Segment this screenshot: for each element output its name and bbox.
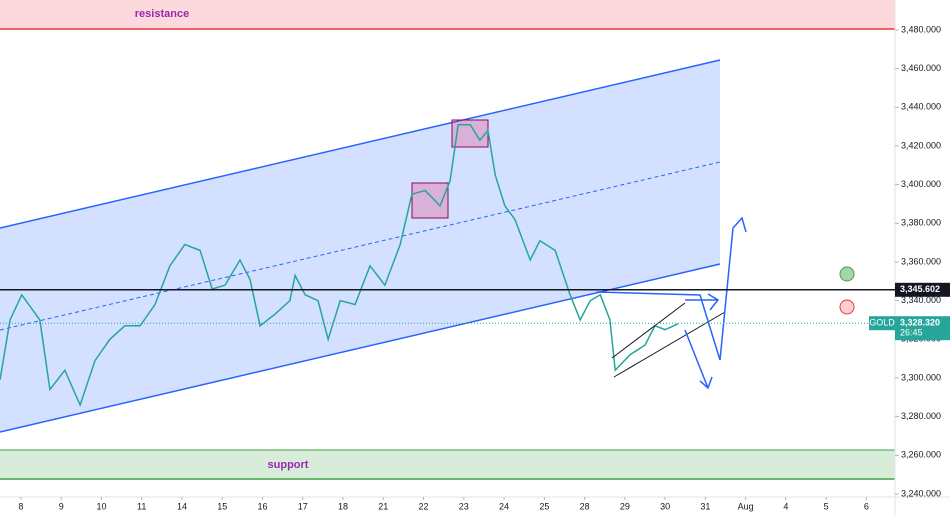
y-tick-label: 3,240.000 <box>901 488 941 498</box>
resistance-zone <box>0 0 895 29</box>
marker-red <box>839 299 855 315</box>
x-tick-label: 18 <box>338 501 348 511</box>
arrow-down <box>684 329 713 390</box>
symbol-tag <box>869 316 895 331</box>
y-tick-label: 3,260.000 <box>901 450 941 460</box>
support-zone <box>0 450 895 479</box>
x-tick-label: 8 <box>18 501 23 511</box>
level-tag <box>895 282 950 297</box>
x-tick-label: 15 <box>217 501 227 511</box>
symbol-label: GOLD <box>869 318 895 328</box>
x-tick-label: 17 <box>298 501 308 511</box>
y-tick-label: 3,280.000 <box>901 411 941 421</box>
y-tick-label: 3,380.000 <box>901 218 941 228</box>
x-tick-label: 23 <box>459 501 469 511</box>
channel-mid <box>0 161 721 331</box>
x-tick-label: 30 <box>660 501 670 511</box>
x-tick-label: 10 <box>96 501 106 511</box>
x-tick-label: 4 <box>783 501 788 511</box>
resistance-label: resistance <box>135 8 189 20</box>
x-tick-label: Aug <box>738 501 754 511</box>
wedge-upper <box>611 302 686 359</box>
y-tick-label: 3,300.000 <box>901 372 941 382</box>
x-tick-label: 14 <box>177 501 187 511</box>
channel-upper <box>0 59 721 229</box>
y-tick-label: 3,480.000 <box>901 24 941 34</box>
x-tick-label: 11 <box>137 501 146 511</box>
x-tick-label: 21 <box>378 501 388 511</box>
x-tick-label: 24 <box>499 501 509 511</box>
price-line <box>0 123 679 408</box>
countdown: 26:45 <box>900 328 923 338</box>
arrows <box>596 216 747 390</box>
x-tick-label: 16 <box>257 501 267 511</box>
last-price-label: 3,328.320 <box>900 318 940 328</box>
level-label: 3,345.602 <box>900 284 940 294</box>
y-tick-label: 3,420.000 <box>901 140 941 150</box>
y-tick-label: 3,400.000 <box>901 179 941 189</box>
y-tick-label: 3,340.000 <box>901 295 941 305</box>
y-tick-label: 3,460.000 <box>901 63 941 73</box>
marker-green <box>839 266 855 282</box>
y-tick-label: 3,440.000 <box>901 102 941 112</box>
x-tick-label: 6 <box>864 501 869 511</box>
arrow-right <box>685 293 720 311</box>
x-tick-label: 9 <box>59 501 64 511</box>
x-tick-label: 22 <box>419 501 429 511</box>
x-tick-label: 31 <box>700 501 710 511</box>
x-tick-label: 28 <box>580 501 590 511</box>
x-tick-label: 5 <box>824 501 829 511</box>
channel-fill <box>0 60 720 432</box>
x-tick-label: 29 <box>620 501 630 511</box>
last-price-tag <box>895 316 950 341</box>
support-label: support <box>268 459 309 471</box>
x-tick-label: 25 <box>539 501 549 511</box>
wedge-lower <box>613 311 726 378</box>
arrow-up <box>596 216 747 361</box>
y-tick-label: 3,360.000 <box>901 256 941 266</box>
